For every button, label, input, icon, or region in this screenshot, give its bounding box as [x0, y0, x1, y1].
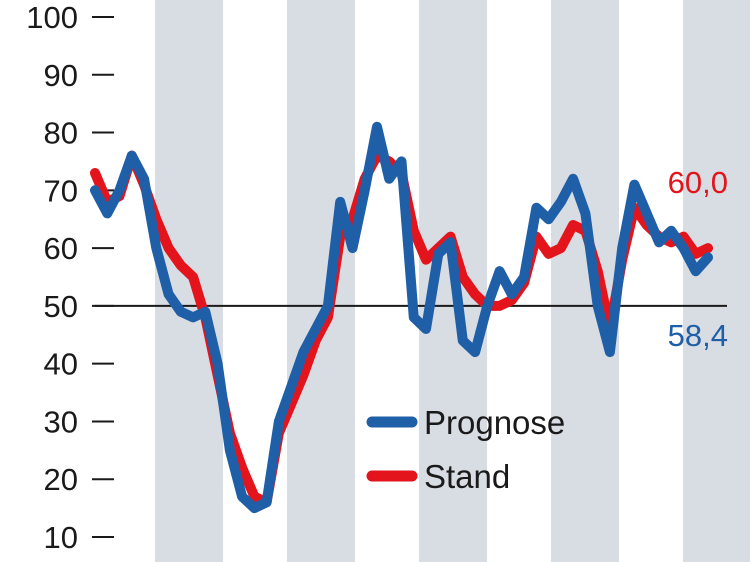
legend-label-stand: Stand — [424, 458, 510, 495]
series-line-prognose — [90, 121, 713, 514]
shaded-band-4 — [551, 0, 619, 562]
series-lines — [90, 121, 713, 514]
y-tick-label: 70 — [44, 173, 78, 208]
end-labels: 58,4 60,0 — [668, 165, 728, 353]
shaded-band-2 — [287, 0, 355, 562]
end-label-prognose: 58,4 — [668, 318, 728, 353]
y-tick-label: 60 — [44, 231, 78, 266]
y-tick-label: 30 — [44, 404, 78, 439]
y-tick-label: 50 — [44, 289, 78, 324]
y-tick-label: 20 — [44, 462, 78, 497]
y-tick-label: 10 — [44, 520, 78, 555]
shaded-bands — [155, 0, 750, 562]
legend-label-prognose: Prognose — [424, 404, 565, 441]
y-tick-label: 80 — [44, 116, 78, 151]
shaded-band-5 — [683, 0, 750, 562]
legend: Prognose Stand — [366, 404, 565, 495]
y-axis: 10 20 30 40 50 60 70 80 90 100 — [26, 0, 114, 555]
y-tick-label: 40 — [44, 347, 78, 382]
y-tick-label: 90 — [44, 58, 78, 93]
y-tick-label: 100 — [26, 0, 78, 35]
end-label-stand: 60,0 — [668, 165, 728, 200]
